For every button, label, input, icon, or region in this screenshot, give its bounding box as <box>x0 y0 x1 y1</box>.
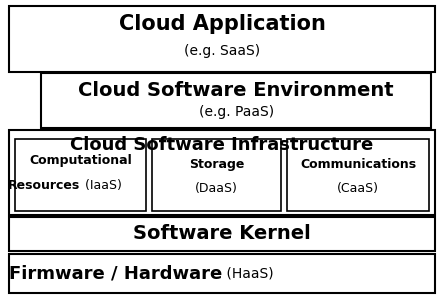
FancyBboxPatch shape <box>152 139 281 211</box>
Text: (e.g. PaaS): (e.g. PaaS) <box>198 105 274 119</box>
FancyBboxPatch shape <box>41 73 431 128</box>
Text: (DaaS): (DaaS) <box>195 181 238 195</box>
Text: Computational: Computational <box>29 154 132 167</box>
Text: (HaaS): (HaaS) <box>222 266 274 280</box>
Text: (e.g. SaaS): (e.g. SaaS) <box>184 44 260 58</box>
Text: Cloud Application: Cloud Application <box>119 14 325 34</box>
FancyBboxPatch shape <box>9 254 435 293</box>
Text: Communications: Communications <box>300 158 416 171</box>
Text: (IaaS): (IaaS) <box>80 179 122 193</box>
FancyBboxPatch shape <box>15 139 146 211</box>
Text: Software Kernel: Software Kernel <box>133 224 311 243</box>
FancyBboxPatch shape <box>287 139 429 211</box>
Text: Firmware / Hardware: Firmware / Hardware <box>9 264 222 282</box>
Text: Cloud Software Environment: Cloud Software Environment <box>78 81 394 100</box>
FancyBboxPatch shape <box>9 129 435 215</box>
Text: (CaaS): (CaaS) <box>337 181 379 195</box>
FancyBboxPatch shape <box>9 6 435 72</box>
Text: Storage: Storage <box>189 158 244 171</box>
Text: Cloud Software Infrastructure: Cloud Software Infrastructure <box>71 136 373 154</box>
Text: Resources: Resources <box>8 179 80 193</box>
FancyBboxPatch shape <box>9 217 435 251</box>
